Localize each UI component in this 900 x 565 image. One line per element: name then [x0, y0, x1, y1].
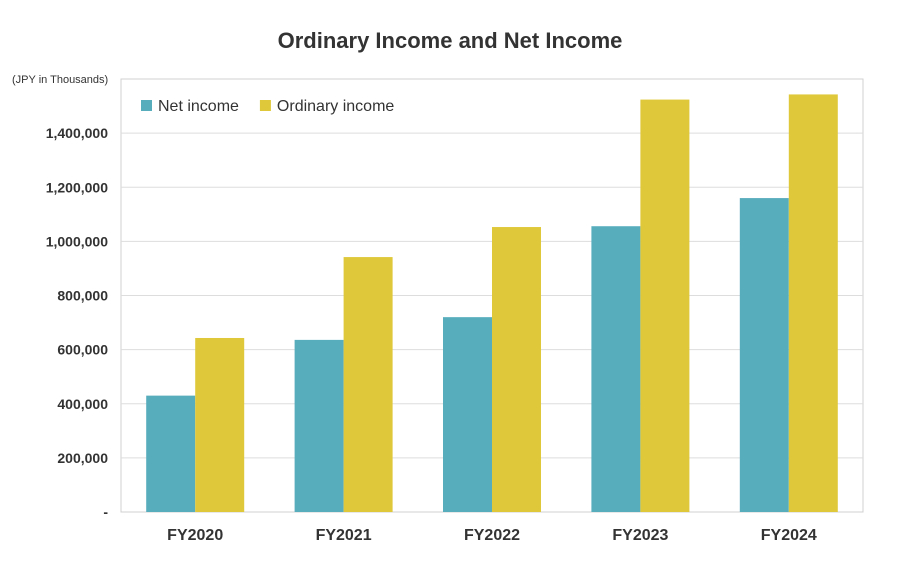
x-tick-label: FY2024: [761, 527, 817, 544]
bar-ordinary-income-fy2021: [343, 257, 393, 512]
x-tick-label: FY2021: [316, 527, 372, 544]
y-tick-label: 800,000: [57, 288, 108, 304]
y-tick-label: 1,400,000: [46, 125, 108, 141]
chart-title: Ordinary Income and Net Income: [278, 28, 623, 53]
legend-swatch: [259, 100, 271, 111]
unit-label: (JPY in Thousands): [12, 74, 108, 86]
x-tick-label: FY2023: [612, 527, 668, 544]
y-tick-label: 200,000: [57, 450, 108, 466]
bar-net-income-fy2021: [294, 339, 344, 512]
bar-net-income-fy2020: [146, 395, 196, 512]
x-tick-label: FY2020: [167, 527, 223, 544]
legend-swatch: [141, 100, 152, 111]
y-tick-label: 400,000: [57, 396, 108, 412]
y-tick-label: -: [103, 504, 108, 520]
bar-net-income-fy2023: [591, 226, 641, 512]
legend: Net income Ordinary income: [141, 98, 394, 115]
y-tick-label: 1,000,000: [46, 233, 108, 249]
x-axis-ticks: FY2020 FY2021 FY2022 FY2023 FY2024: [167, 527, 817, 544]
bar-ordinary-income-fy2022: [492, 227, 541, 513]
y-tick-label: 600,000: [57, 342, 108, 358]
legend-label: Net income: [158, 98, 239, 115]
bar-ordinary-income-fy2024: [788, 94, 838, 512]
bars: [146, 94, 838, 513]
bar-ordinary-income-fy2023: [640, 99, 690, 512]
bar-ordinary-income-fy2020: [195, 337, 245, 512]
legend-label: Ordinary income: [277, 98, 394, 115]
bar-net-income-fy2022: [443, 317, 492, 512]
y-tick-label: 1,200,000: [46, 179, 108, 195]
y-axis-ticks: - 200,000 400,000 600,000 800,000 1,000,000 1,…: [46, 125, 109, 520]
bar-net-income-fy2024: [739, 198, 789, 512]
x-tick-label: FY2022: [464, 527, 520, 544]
